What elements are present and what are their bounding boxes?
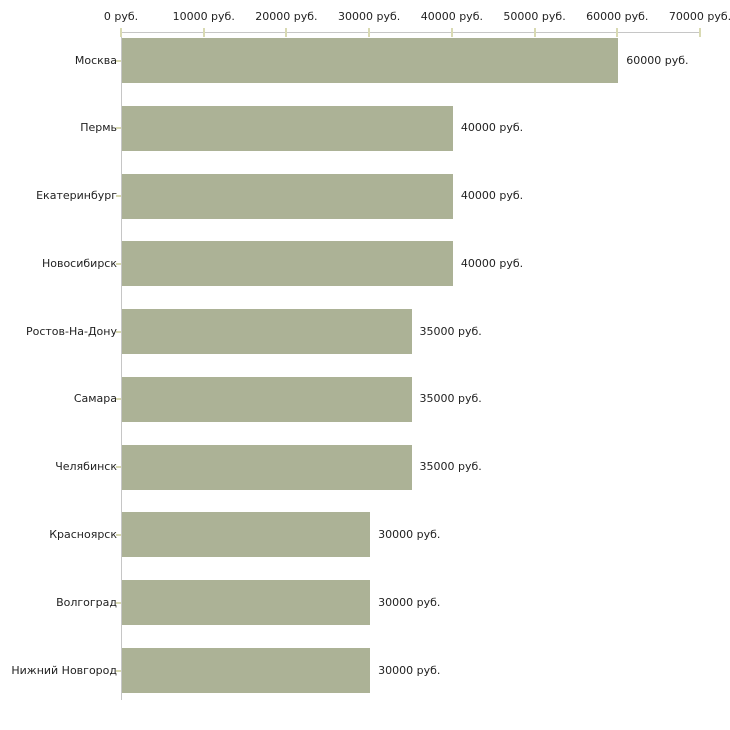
x-axis-tick-label: 10000 руб. xyxy=(172,10,235,23)
bar-value-label: 60000 руб. xyxy=(626,53,689,67)
category-label: Нижний Новгород xyxy=(11,663,117,677)
bar-value-label: 40000 руб. xyxy=(460,256,524,270)
bar xyxy=(122,105,453,151)
bar xyxy=(122,173,453,219)
x-axis-tick-label: 40000 руб. xyxy=(420,10,483,23)
bar-value-label: 30000 руб. xyxy=(378,663,441,677)
bar-value-label: 35000 руб. xyxy=(419,392,482,406)
x-axis-tick-label: 60000 руб. xyxy=(586,10,649,23)
bar xyxy=(122,376,412,422)
category-tick xyxy=(116,127,121,130)
category-label: Москва xyxy=(74,53,117,67)
x-axis-line xyxy=(121,32,700,33)
x-axis-tick xyxy=(450,28,453,37)
bar-value-label: 30000 руб. xyxy=(378,527,441,541)
bar xyxy=(122,444,412,490)
bar xyxy=(122,512,371,558)
bar xyxy=(122,580,371,626)
category-label: Новосибирск xyxy=(41,256,117,270)
category-tick xyxy=(116,398,121,401)
bar xyxy=(122,38,619,83)
x-axis-tick xyxy=(285,28,288,37)
x-axis-tick xyxy=(368,28,371,37)
y-axis-line xyxy=(121,32,122,700)
category-tick xyxy=(116,262,121,265)
bar xyxy=(122,648,371,694)
category-label: Челябинск xyxy=(55,460,117,474)
bar-value-label: 35000 руб. xyxy=(419,324,482,338)
x-axis-tick xyxy=(699,28,701,37)
category-label: Ростов-На-Дону xyxy=(25,324,117,338)
category-label: Екатеринбург xyxy=(36,189,117,203)
category-label: Самара xyxy=(73,392,117,406)
x-axis-tick-label: 70000 руб. xyxy=(668,10,730,23)
x-axis-tick xyxy=(616,28,619,37)
category-label: Волгоград xyxy=(56,595,117,609)
x-axis-tick-label: 30000 руб. xyxy=(338,10,401,23)
category-tick xyxy=(116,330,121,333)
category-label: Красноярск xyxy=(49,527,117,541)
bar xyxy=(122,309,412,355)
bar-value-label: 40000 руб. xyxy=(460,121,524,135)
x-axis-tick-label: 50000 руб. xyxy=(503,10,566,23)
category-tick xyxy=(116,533,121,536)
category-tick xyxy=(116,59,121,62)
x-axis-tick xyxy=(120,28,122,37)
x-axis-tick xyxy=(533,28,536,37)
bar-value-label: 30000 руб. xyxy=(378,595,441,609)
category-tick xyxy=(116,601,121,604)
category-tick xyxy=(116,466,121,469)
category-tick xyxy=(116,195,121,198)
bar xyxy=(122,241,453,287)
x-axis-tick-label: 20000 руб. xyxy=(255,10,318,23)
category-tick xyxy=(116,669,121,672)
x-axis-tick-label: 0 руб. xyxy=(103,10,139,23)
bar-value-label: 40000 руб. xyxy=(460,189,524,203)
category-label: Пермь xyxy=(80,121,117,135)
bar-value-label: 35000 руб. xyxy=(419,460,482,474)
x-axis-tick xyxy=(202,28,205,37)
